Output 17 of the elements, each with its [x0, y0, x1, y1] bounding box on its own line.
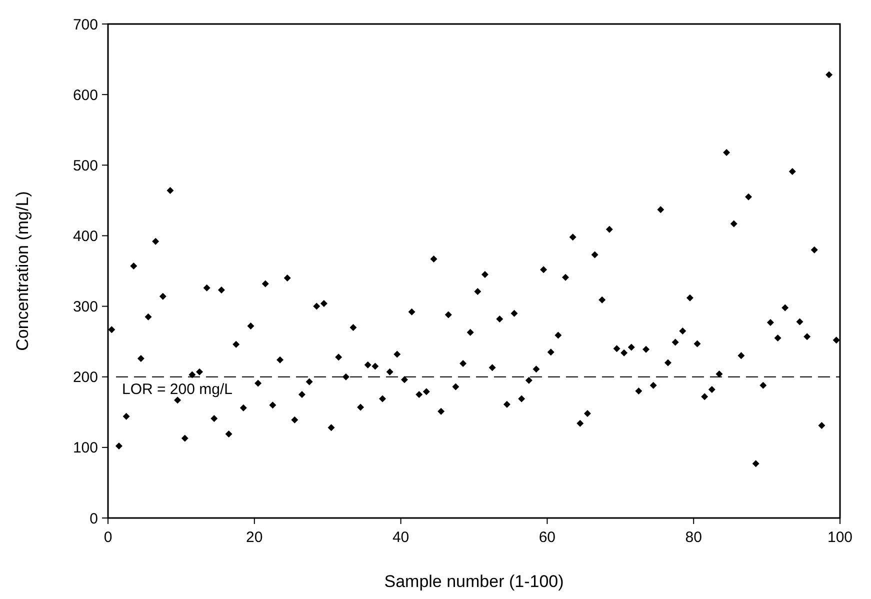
- y-tick-label: 600: [72, 86, 98, 104]
- x-tick-label: 0: [104, 529, 112, 546]
- x-tick-label: 60: [538, 529, 556, 546]
- y-tick-label: 200: [72, 369, 98, 386]
- y-tick-label: 0: [90, 510, 98, 528]
- y-axis-title: Concentration (mg/L): [13, 191, 32, 351]
- x-axis-title: Sample number (1-100): [384, 572, 564, 591]
- y-tick-label: 700: [72, 16, 98, 34]
- ref-line-label: LOR = 200 mg/L: [122, 380, 232, 398]
- x-tick-label: 100: [827, 529, 853, 546]
- y-tick-label: 300: [72, 298, 98, 316]
- y-tick-label: 100: [72, 440, 98, 457]
- y-tick-label: 500: [72, 157, 98, 174]
- x-tick-label: 40: [392, 529, 410, 546]
- x-tick-label: 80: [685, 529, 702, 546]
- y-tick-label: 400: [72, 228, 98, 245]
- x-tick-label: 20: [246, 529, 263, 546]
